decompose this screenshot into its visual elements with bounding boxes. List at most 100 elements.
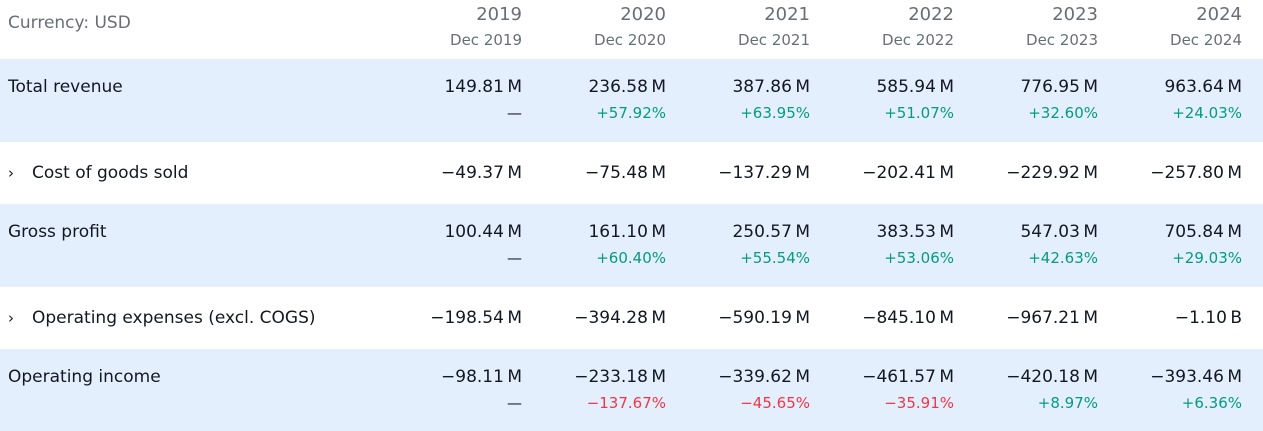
value-cell: −233.18 M −137.67% [522, 349, 666, 431]
value-cell: −137.29 M [666, 142, 810, 204]
value: 149.81 M [444, 77, 522, 97]
change-value: — [507, 249, 522, 267]
change-value: +24.03% [1172, 104, 1242, 122]
value: 547.03 M [1020, 222, 1098, 242]
table-row-operating-expenses[interactable]: › Operating expenses (excl. COGS) −198.54… [0, 287, 1263, 349]
change-value: −35.91% [884, 394, 954, 412]
change-value: +55.54% [740, 249, 810, 267]
table-header: Currency: USD 2019 Dec 2019 2020 Dec 202… [0, 0, 1263, 59]
value-cell: 149.81 M — [400, 59, 522, 142]
value: −198.54 M [430, 308, 522, 328]
value-cell: −257.80 M [1098, 142, 1242, 204]
row-label: Gross profit [8, 222, 107, 242]
period-header: 2020 Dec 2020 [522, 0, 666, 59]
value-cell: 585.94 M +51.07% [810, 59, 954, 142]
period-date: Dec 2021 [738, 31, 810, 49]
change-value: +8.97% [1037, 394, 1098, 412]
value-cell: 100.44 M — [400, 204, 522, 287]
row-label-expandable[interactable]: › Operating expenses (excl. COGS) [0, 287, 400, 349]
change-value: +32.60% [1028, 104, 1098, 122]
value-cell: 387.86 M +63.95% [666, 59, 810, 142]
row-values: 149.81 M — 236.58 M +57.92% 387.86 M +63.95… [400, 59, 1242, 142]
row-values: −98.11 M — −233.18 M −137.67% −339.62 M −45… [400, 349, 1242, 431]
row-label: Operating expenses (excl. COGS) [32, 308, 316, 328]
value: −590.19 M [718, 308, 810, 328]
value: −393.46 M [1150, 367, 1242, 387]
row-label-expandable[interactable]: › Cost of goods sold [0, 142, 400, 204]
row-values: −198.54 M −394.28 M −590.19 M −845.10 M … [400, 287, 1242, 349]
value-cell: −393.46 M +6.36% [1098, 349, 1242, 431]
table-row-cost-of-goods-sold[interactable]: › Cost of goods sold −49.37 M −75.48 M −1… [0, 142, 1263, 204]
value-cell: −339.62 M −45.65% [666, 349, 810, 431]
value-cell: −394.28 M [522, 287, 666, 349]
period-date: Dec 2024 [1170, 31, 1242, 49]
period-year: 2022 [908, 4, 954, 25]
row-label: Total revenue [8, 77, 123, 97]
value: −394.28 M [574, 308, 666, 328]
value-cell: 963.64 M +24.03% [1098, 59, 1242, 142]
value-cell: −229.92 M [954, 142, 1098, 204]
change-value: +63.95% [740, 104, 810, 122]
value: −202.41 M [862, 163, 954, 183]
change-value: +6.36% [1181, 394, 1242, 412]
value: 585.94 M [876, 77, 954, 97]
change-value: −45.65% [740, 394, 810, 412]
period-headers: 2019 Dec 2019 2020 Dec 2020 2021 Dec 202… [400, 0, 1242, 59]
value: −257.80 M [1150, 163, 1242, 183]
value: −137.29 M [718, 163, 810, 183]
value: −967.21 M [1006, 308, 1098, 328]
value-cell: −420.18 M +8.97% [954, 349, 1098, 431]
value-cell: 236.58 M +57.92% [522, 59, 666, 142]
period-header: 2019 Dec 2019 [400, 0, 522, 59]
value-cell: 776.95 M +32.60% [954, 59, 1098, 142]
value: 383.53 M [876, 222, 954, 242]
value-cell: −1.10 B [1098, 287, 1242, 349]
change-value: −137.67% [586, 394, 666, 412]
row-values: 100.44 M — 161.10 M +60.40% 250.57 M +55.54… [400, 204, 1242, 287]
value: −49.37 M [441, 163, 522, 183]
value: 236.58 M [588, 77, 666, 97]
value: 963.64 M [1164, 77, 1242, 97]
period-year: 2020 [620, 4, 666, 25]
chevron-right-icon[interactable]: › [8, 309, 14, 327]
value: −420.18 M [1006, 367, 1098, 387]
value-cell: −590.19 M [666, 287, 810, 349]
value: 705.84 M [1164, 222, 1242, 242]
row-label: Operating income [8, 367, 161, 387]
period-year: 2024 [1196, 4, 1242, 25]
value-cell: 383.53 M +53.06% [810, 204, 954, 287]
value-cell: −202.41 M [810, 142, 954, 204]
change-value: — [507, 394, 522, 412]
value-cell: 250.57 M +55.54% [666, 204, 810, 287]
change-value: +51.07% [884, 104, 954, 122]
value: 776.95 M [1020, 77, 1098, 97]
value: −461.57 M [862, 367, 954, 387]
chevron-right-icon[interactable]: › [8, 164, 14, 182]
value: 161.10 M [588, 222, 666, 242]
table-row-gross-profit: Gross profit 100.44 M — 161.10 M +60.40% 2… [0, 204, 1263, 287]
period-year: 2019 [476, 4, 522, 25]
change-value: — [507, 104, 522, 122]
value-cell: −967.21 M [954, 287, 1098, 349]
value-cell: 547.03 M +42.63% [954, 204, 1098, 287]
change-value: +60.40% [596, 249, 666, 267]
value-cell: −75.48 M [522, 142, 666, 204]
value-cell: 161.10 M +60.40% [522, 204, 666, 287]
value-cell: −845.10 M [810, 287, 954, 349]
value: −229.92 M [1006, 163, 1098, 183]
currency-label: Currency: USD [8, 13, 131, 33]
period-date: Dec 2022 [882, 31, 954, 49]
value-cell: −461.57 M −35.91% [810, 349, 954, 431]
period-year: 2021 [764, 4, 810, 25]
period-header: 2021 Dec 2021 [666, 0, 810, 59]
value: −75.48 M [585, 163, 666, 183]
value: −845.10 M [862, 308, 954, 328]
value: −233.18 M [574, 367, 666, 387]
change-value: +57.92% [596, 104, 666, 122]
value-cell: −49.37 M [400, 142, 522, 204]
value: −1.10 B [1174, 308, 1242, 328]
row-values: −49.37 M −75.48 M −137.29 M −202.41 M −2… [400, 142, 1242, 204]
row-label: Cost of goods sold [32, 163, 189, 183]
value: −339.62 M [718, 367, 810, 387]
